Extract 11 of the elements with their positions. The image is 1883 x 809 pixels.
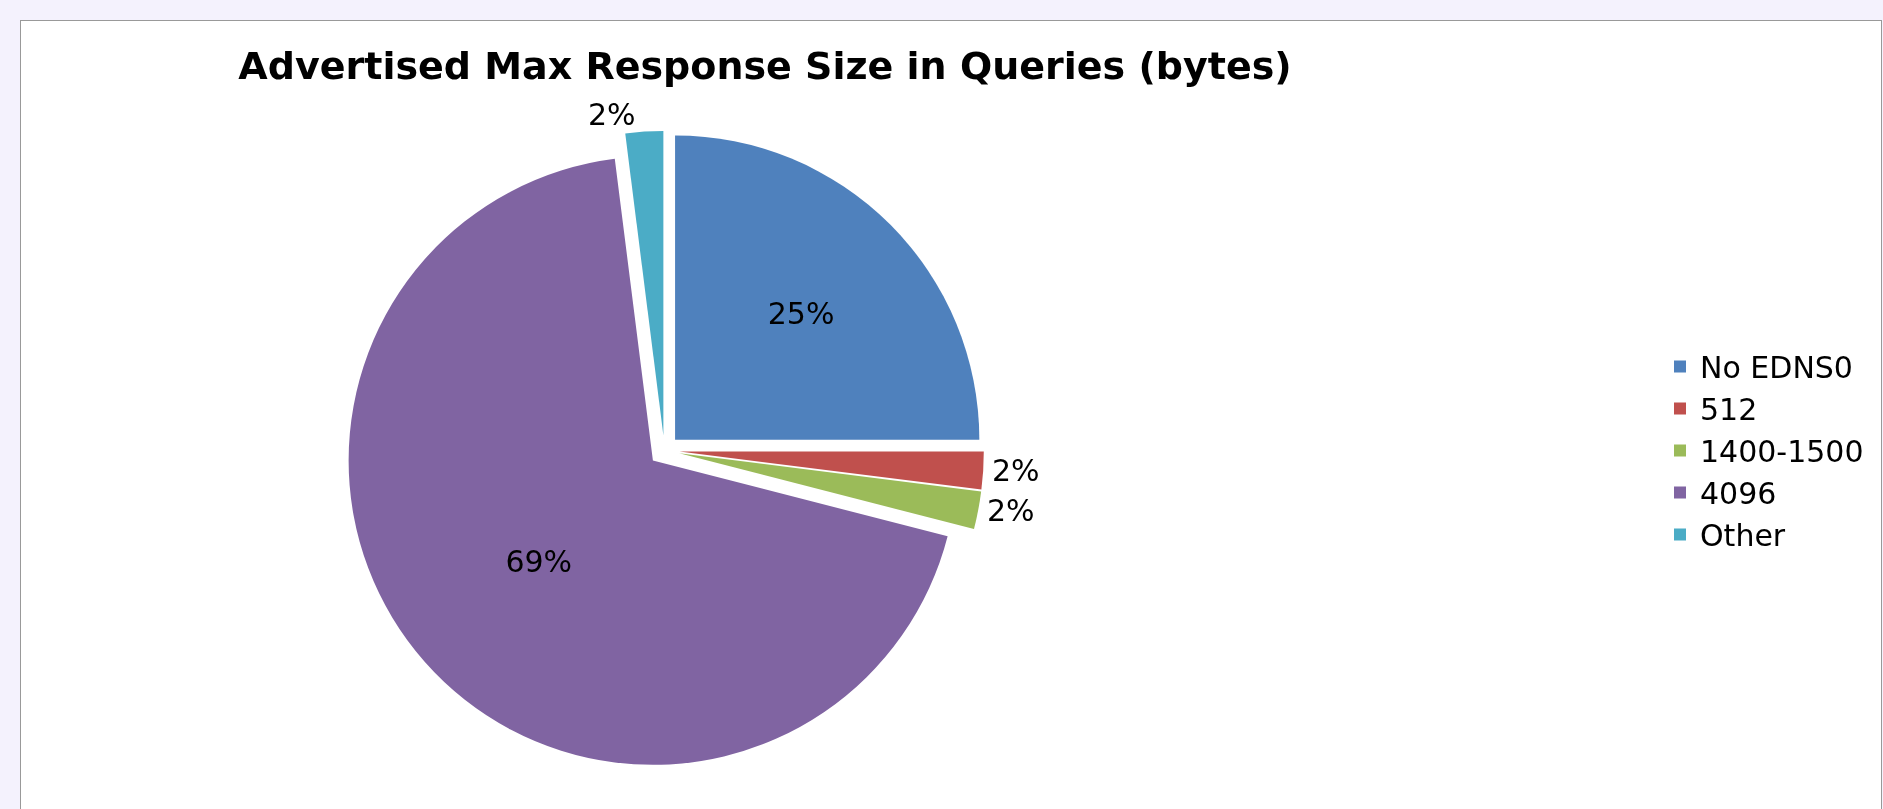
- legend-label: Other: [1700, 518, 1786, 554]
- data-label: 2%: [991, 453, 1040, 489]
- data-label: 25%: [767, 296, 835, 332]
- legend-label: No EDNS0: [1700, 350, 1853, 386]
- legend-label: 512: [1700, 392, 1758, 428]
- data-label: 2%: [986, 493, 1035, 529]
- legend-label: 1400-1500: [1700, 434, 1864, 470]
- legend-label: 4096: [1700, 476, 1777, 512]
- data-label: 69%: [505, 543, 573, 579]
- data-label: 2%: [587, 96, 636, 132]
- chart-title: Advertised Max Response Size in Queries (bytes): [238, 44, 1292, 89]
